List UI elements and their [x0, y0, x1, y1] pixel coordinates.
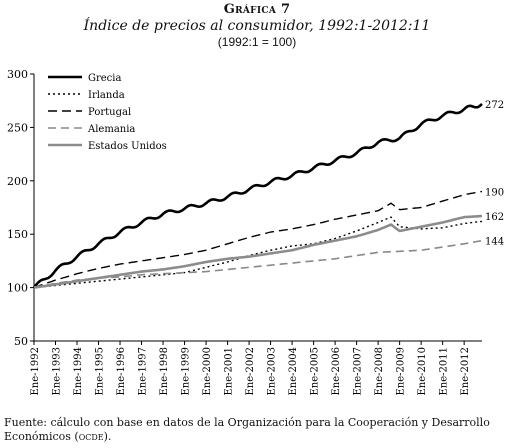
source-text: Fuente: cálculo con base en datos de la … [4, 416, 490, 443]
x-tick-label: Ene-1994 [73, 347, 84, 396]
x-tick-label: Ene-1999 [181, 347, 192, 396]
y-tick-label: 50 [14, 335, 28, 348]
series-line-grecia [32, 102, 483, 289]
x-tick-label: Ene-1997 [138, 347, 149, 396]
end-label: 144 [485, 237, 504, 248]
y-tick-label: 250 [7, 121, 28, 134]
chart-title: Índice de precios al consumidor, 1992:1-… [83, 18, 431, 34]
legend-label: Grecia [88, 73, 121, 84]
series-line-irlanda [33, 216, 483, 289]
x-tick-label: Ene-2003 [267, 347, 278, 396]
x-tick-label: Ene-2002 [245, 347, 256, 396]
line-chart: 50 100 150 200 250 300 Ene-1992 Ene-1993 Ene-199… [7, 68, 504, 396]
x-tick-label: Ene-1993 [52, 347, 63, 396]
y-tick-label: 150 [7, 228, 28, 241]
x-tick-label: Ene-2011 [439, 347, 450, 396]
y-tick-label: 100 [7, 282, 28, 295]
x-tick-label: Ene-2009 [396, 347, 407, 396]
y-tick-label: 200 [7, 175, 28, 188]
series-line-estados-unidos [33, 214, 483, 289]
x-tick-label: Ene-2005 [310, 347, 321, 396]
end-label: 272 [485, 100, 504, 111]
y-tick-label: 300 [7, 68, 28, 81]
source-text-end: ). [103, 430, 112, 443]
end-label: 162 [485, 212, 504, 223]
source-note: Fuente: cálculo con base en datos de la … [4, 416, 512, 444]
end-label: 190 [485, 187, 504, 198]
chart-subtitle: (1992:1 = 100) [217, 35, 297, 49]
series-line-alemania [33, 239, 483, 289]
x-tick-label: Ene-1995 [95, 347, 106, 396]
legend-label: Irlanda [88, 90, 125, 101]
x-tick-label: Ene-2008 [374, 347, 385, 396]
x-tick-label: Ene-1992 [30, 347, 41, 396]
source-abbr: ocde [78, 430, 104, 443]
x-tick-label: Ene-2000 [202, 347, 213, 396]
x-tick-label: Ene-1998 [159, 347, 170, 396]
x-tick-label: Ene-2001 [224, 347, 235, 396]
x-tick-label: Ene-2004 [288, 347, 299, 396]
legend-label: Portugal [88, 107, 131, 118]
x-tick-label: Ene-2006 [331, 347, 342, 396]
title-block: Gráfica 7 Índice de precios al consumido… [0, 2, 514, 49]
legend-label: Alemania [87, 124, 135, 135]
chart-kicker: Gráfica 7 [223, 2, 291, 17]
x-tick-label: Ene-2007 [353, 347, 364, 396]
series-line-portugal [33, 190, 483, 289]
x-tick-label: Ene-1996 [116, 347, 127, 396]
x-tick-label: Ene-2012 [460, 347, 471, 396]
legend-label: Estados Unidos [88, 141, 167, 152]
x-tick-label: Ene-2010 [417, 347, 428, 396]
